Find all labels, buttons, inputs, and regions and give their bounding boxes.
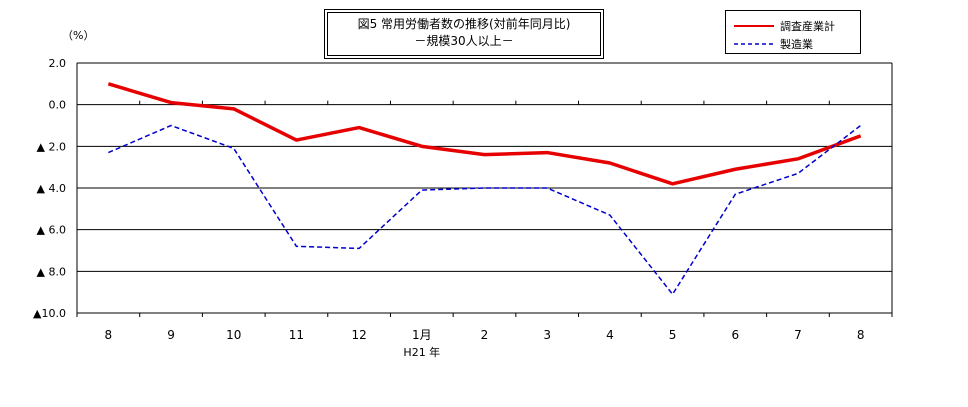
legend-swatch-manufacturing — [734, 43, 774, 45]
y-tick-label: ▲ 2.0 — [37, 140, 66, 153]
gridlines — [77, 62, 892, 314]
chart-title-box: 図5 常用労働者数の推移(対前年同月比) －規模30人以上－ — [324, 9, 604, 59]
x-tick-label: 12 — [351, 328, 366, 342]
x-tick-label: 7 — [794, 328, 802, 342]
y-tick-label: ▲10.0 — [33, 307, 66, 320]
tick-labels: 2.0 0.0 ▲ 2.0 ▲ 4.0 ▲ 6.0 ▲ 8.0 ▲10.0 8 9 10 11 12 1… — [33, 57, 864, 359]
y-tick-label: ▲ 6.0 — [37, 224, 66, 237]
x-tick-label: 4 — [606, 328, 614, 342]
chart-subtitle: －規模30人以上－ — [414, 34, 514, 48]
legend-label-manufacturing: 製造業 — [780, 38, 813, 51]
x-tick-label: 6 — [731, 328, 739, 342]
x-tick-label: 3 — [543, 328, 551, 342]
legend-swatch-total — [734, 25, 774, 27]
legend-item-manufacturing: 製造業 — [734, 36, 813, 52]
legend-item-total: 調査産業計 — [734, 18, 835, 34]
x-tick-label: 8 — [105, 328, 113, 342]
y-tick-label: 0.0 — [49, 99, 67, 112]
x-tick-label: 2 — [481, 328, 489, 342]
series-lines — [107, 82, 862, 295]
x-tick-label: 8 — [857, 328, 865, 342]
y-tick-label: ▲ 8.0 — [37, 265, 66, 278]
x-tick-label: 1月 — [412, 328, 432, 342]
legend: 調査産業計 製造業 — [725, 10, 861, 54]
series-line-manufacturing — [108, 124, 862, 295]
x-tick-label: 11 — [289, 328, 304, 342]
x-tick-label: 10 — [226, 328, 241, 342]
y-tick-label: ▲ 4.0 — [37, 182, 66, 195]
chart-title: 図5 常用労働者数の推移(対前年同月比) — [357, 17, 571, 31]
y-tick-label: 2.0 — [49, 57, 67, 70]
y-unit-label: （%） — [62, 29, 95, 42]
axes — [76, 63, 893, 317]
x-sublabel: H21 年 — [403, 345, 440, 359]
series-line-total — [107, 82, 862, 186]
x-tick-label: 5 — [669, 328, 677, 342]
x-tick-label: 9 — [167, 328, 175, 342]
legend-label-total: 調査産業計 — [780, 20, 835, 33]
